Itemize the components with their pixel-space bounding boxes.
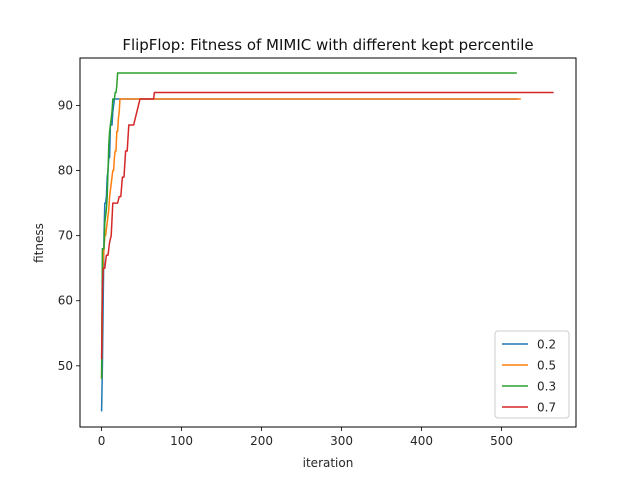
x-axis: 0 100 200 300 400 500: [98, 427, 513, 448]
x-tick-label: 300: [330, 434, 353, 448]
plot-lines: [100, 72, 554, 412]
plot-area: [79, 57, 577, 428]
series-line-0.3: [100, 72, 517, 379]
legend-label: 0.2: [537, 338, 556, 352]
legend: 0.2 0.5 0.3 0.7: [494, 330, 570, 419]
y-axis-label: fitness: [32, 223, 46, 263]
x-tick-label: 400: [410, 434, 433, 448]
x-tick-label: 500: [490, 434, 513, 448]
legend-box: [494, 330, 570, 419]
y-tick-label: 70: [58, 229, 73, 243]
legend-label: 0.7: [537, 401, 556, 415]
legend-label: 0.5: [537, 359, 556, 373]
y-tick-label: 80: [58, 164, 73, 178]
chart-title: FlipFlop: Fitness of MIMIC with differen…: [122, 36, 533, 54]
x-axis-label: iteration: [303, 456, 354, 470]
y-tick-label: 50: [58, 359, 73, 373]
y-axis: 50 60 70 80 90: [58, 99, 80, 373]
legend-label: 0.3: [537, 380, 556, 394]
y-tick-label: 90: [58, 99, 73, 113]
series-line-0.7: [100, 91, 554, 360]
x-tick-label: 100: [170, 434, 193, 448]
x-tick-label: 0: [98, 434, 106, 448]
x-tick-label: 200: [250, 434, 273, 448]
y-tick-label: 60: [58, 294, 73, 308]
